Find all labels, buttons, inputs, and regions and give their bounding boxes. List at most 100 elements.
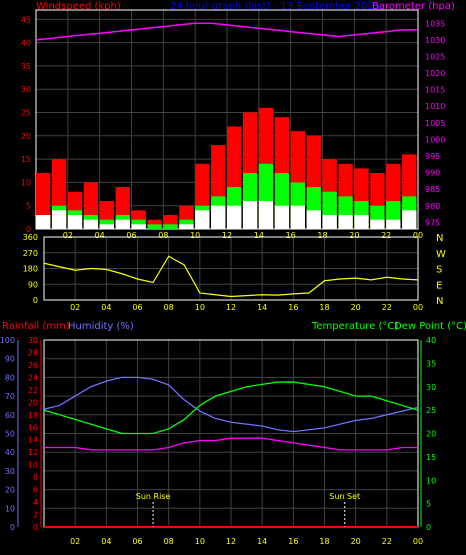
bottom-x-tick-label: 02 bbox=[70, 537, 80, 546]
temperature-header: Temperature (°C) bbox=[311, 321, 398, 332]
humidity-y-tick-label: 30 bbox=[5, 467, 15, 476]
rainfall-y-tick-label: 26 bbox=[28, 361, 38, 370]
top-x-tick-label: 12 bbox=[222, 231, 232, 240]
bottom-x-tick-label: 06 bbox=[132, 537, 142, 546]
top-x-axis: 02 04 06 08 10 12 14 16 18 20 22 00 bbox=[63, 231, 423, 240]
bottom-x-axis: 02 04 06 08 10 12 14 16 18 20 22 00 bbox=[70, 537, 423, 546]
humidity-y-tick-label: 0 bbox=[10, 523, 15, 532]
avg_white-bar bbox=[274, 205, 290, 229]
temperature-y-tick-label: 10 bbox=[426, 476, 436, 485]
rainfall-y-tick-label: 6 bbox=[33, 486, 38, 495]
avg_white-bar bbox=[99, 224, 114, 229]
temperature-y-tick-label: 5 bbox=[426, 500, 431, 509]
avg_white-bar bbox=[290, 205, 305, 229]
avg_white-bar bbox=[322, 215, 337, 229]
sun-event-label: Sun Rise bbox=[136, 492, 171, 501]
rainfall-y-tick-label: 20 bbox=[28, 398, 38, 407]
bottom-x-tick-label: 14 bbox=[257, 537, 267, 546]
avg_white-bar bbox=[386, 219, 401, 229]
humidity-y-tick-label: 60 bbox=[5, 411, 15, 420]
direction-x-tick-label: 04 bbox=[101, 303, 111, 312]
avg_white-bar bbox=[242, 201, 258, 229]
avg_white-bar bbox=[115, 219, 130, 229]
top-y-left-tick-label: 25 bbox=[21, 109, 31, 118]
bottom-x-tick-label: 20 bbox=[351, 537, 361, 546]
top-x-tick-label: 06 bbox=[126, 231, 136, 240]
top-x-tick-label: 18 bbox=[317, 231, 327, 240]
avg_white-bar bbox=[227, 205, 242, 229]
avg_white-bar bbox=[354, 215, 369, 229]
direction-line bbox=[43, 255, 419, 298]
rainfall-header: Rainfall (mm) bbox=[2, 321, 70, 332]
top-y-right-tick-label: 1000 bbox=[425, 135, 445, 144]
top-x-tick-label: 20 bbox=[349, 231, 359, 240]
direction-y-tick-label: 90 bbox=[28, 280, 38, 289]
temperature-line bbox=[43, 381, 419, 435]
barometer-header: Barometer (hpa) bbox=[372, 1, 455, 12]
top-y-left-tick-label: 45 bbox=[21, 15, 31, 24]
humidity-y-tick-label: 90 bbox=[5, 355, 15, 364]
direction-x-tick-label: 12 bbox=[226, 303, 236, 312]
direction-x-tick-label: 18 bbox=[319, 303, 329, 312]
bottom-grid bbox=[44, 339, 419, 528]
top-y-right-tick-label: 985 bbox=[425, 185, 440, 194]
direction-frame bbox=[43, 236, 419, 301]
top-y-axis-left: 0 5 10 15 20 25 30 35 40 45 bbox=[21, 15, 31, 234]
direction-x-axis: 02 04 06 08 10 12 14 16 18 20 22 00 bbox=[70, 303, 423, 312]
top-x-tick-label: 02 bbox=[63, 231, 73, 240]
compass-letter: W bbox=[436, 249, 446, 260]
avg_white-bar bbox=[402, 210, 417, 229]
bottom-x-tick-label: 10 bbox=[195, 537, 205, 546]
top-y-right-tick-label: 1005 bbox=[425, 119, 445, 128]
top-y-left-tick-label: 40 bbox=[21, 39, 31, 48]
temperature-y-tick-label: 35 bbox=[426, 359, 436, 368]
direction-x-tick-label: 10 bbox=[195, 303, 205, 312]
temperature-y-tick-label: 20 bbox=[426, 430, 436, 439]
rainfall-y-tick-label: 2 bbox=[33, 511, 38, 520]
direction-x-tick-label: 14 bbox=[257, 303, 267, 312]
humidity-y-tick-label: 50 bbox=[5, 430, 15, 439]
rainfall-y-tick-label: 8 bbox=[33, 473, 38, 482]
avg_white-bar bbox=[131, 224, 146, 229]
avg_white-bar bbox=[179, 224, 194, 229]
bottom-x-tick-label: 22 bbox=[382, 537, 392, 546]
rainfall-y-tick-label: 16 bbox=[28, 423, 38, 432]
avg_white-bar bbox=[338, 215, 353, 229]
temperature-y-tick-label: 30 bbox=[426, 383, 436, 392]
graph-title: 24 hour graph (last) - 13 September 2025 bbox=[170, 1, 380, 12]
humidity-y-tick-label: 10 bbox=[5, 504, 15, 513]
humidity-header: Humidity (%) bbox=[68, 321, 134, 332]
temperature-y-tick-label: 0 bbox=[426, 523, 431, 532]
direction-x-tick-label: 22 bbox=[382, 303, 392, 312]
top-y-left-tick-label: 5 bbox=[26, 202, 31, 211]
humidity-line bbox=[43, 376, 419, 433]
avg_white-bar bbox=[36, 215, 51, 229]
top-x-tick-label: 04 bbox=[95, 231, 105, 240]
top-x-tick-label: 22 bbox=[381, 231, 391, 240]
top-y-right-tick-label: 1015 bbox=[425, 86, 445, 95]
bottom-x-tick-label: 18 bbox=[319, 537, 329, 546]
top-y-left-tick-label: 20 bbox=[21, 132, 31, 141]
top-x-tick-label: 08 bbox=[158, 231, 168, 240]
avg_white-bar bbox=[83, 219, 99, 229]
compass-letter: N bbox=[436, 296, 443, 307]
top-y-right-tick-label: 995 bbox=[425, 152, 440, 161]
barometer-line bbox=[35, 22, 418, 41]
bottom-x-tick-label: 16 bbox=[288, 537, 298, 546]
dewpoint-line bbox=[44, 437, 418, 451]
gust_green-bar bbox=[147, 224, 162, 229]
top-series bbox=[35, 22, 418, 229]
humidity-y-tick-label: 70 bbox=[5, 392, 15, 401]
avg_white-bar bbox=[306, 210, 321, 229]
avg_white-bar bbox=[258, 201, 274, 229]
top-y-left-tick-label: 15 bbox=[21, 155, 31, 164]
rainfall-y-tick-label: 24 bbox=[28, 373, 38, 382]
temperature-y-tick-label: 40 bbox=[426, 336, 436, 345]
humidity-y-tick-label: 40 bbox=[5, 448, 15, 457]
top-y-axis-right: 975 980 985 990 995 1000 1005 1010 1015 1020 1025 1… bbox=[425, 19, 445, 227]
bottom-x-tick-label: 00 bbox=[413, 537, 423, 546]
direction-x-tick-label: 20 bbox=[351, 303, 361, 312]
